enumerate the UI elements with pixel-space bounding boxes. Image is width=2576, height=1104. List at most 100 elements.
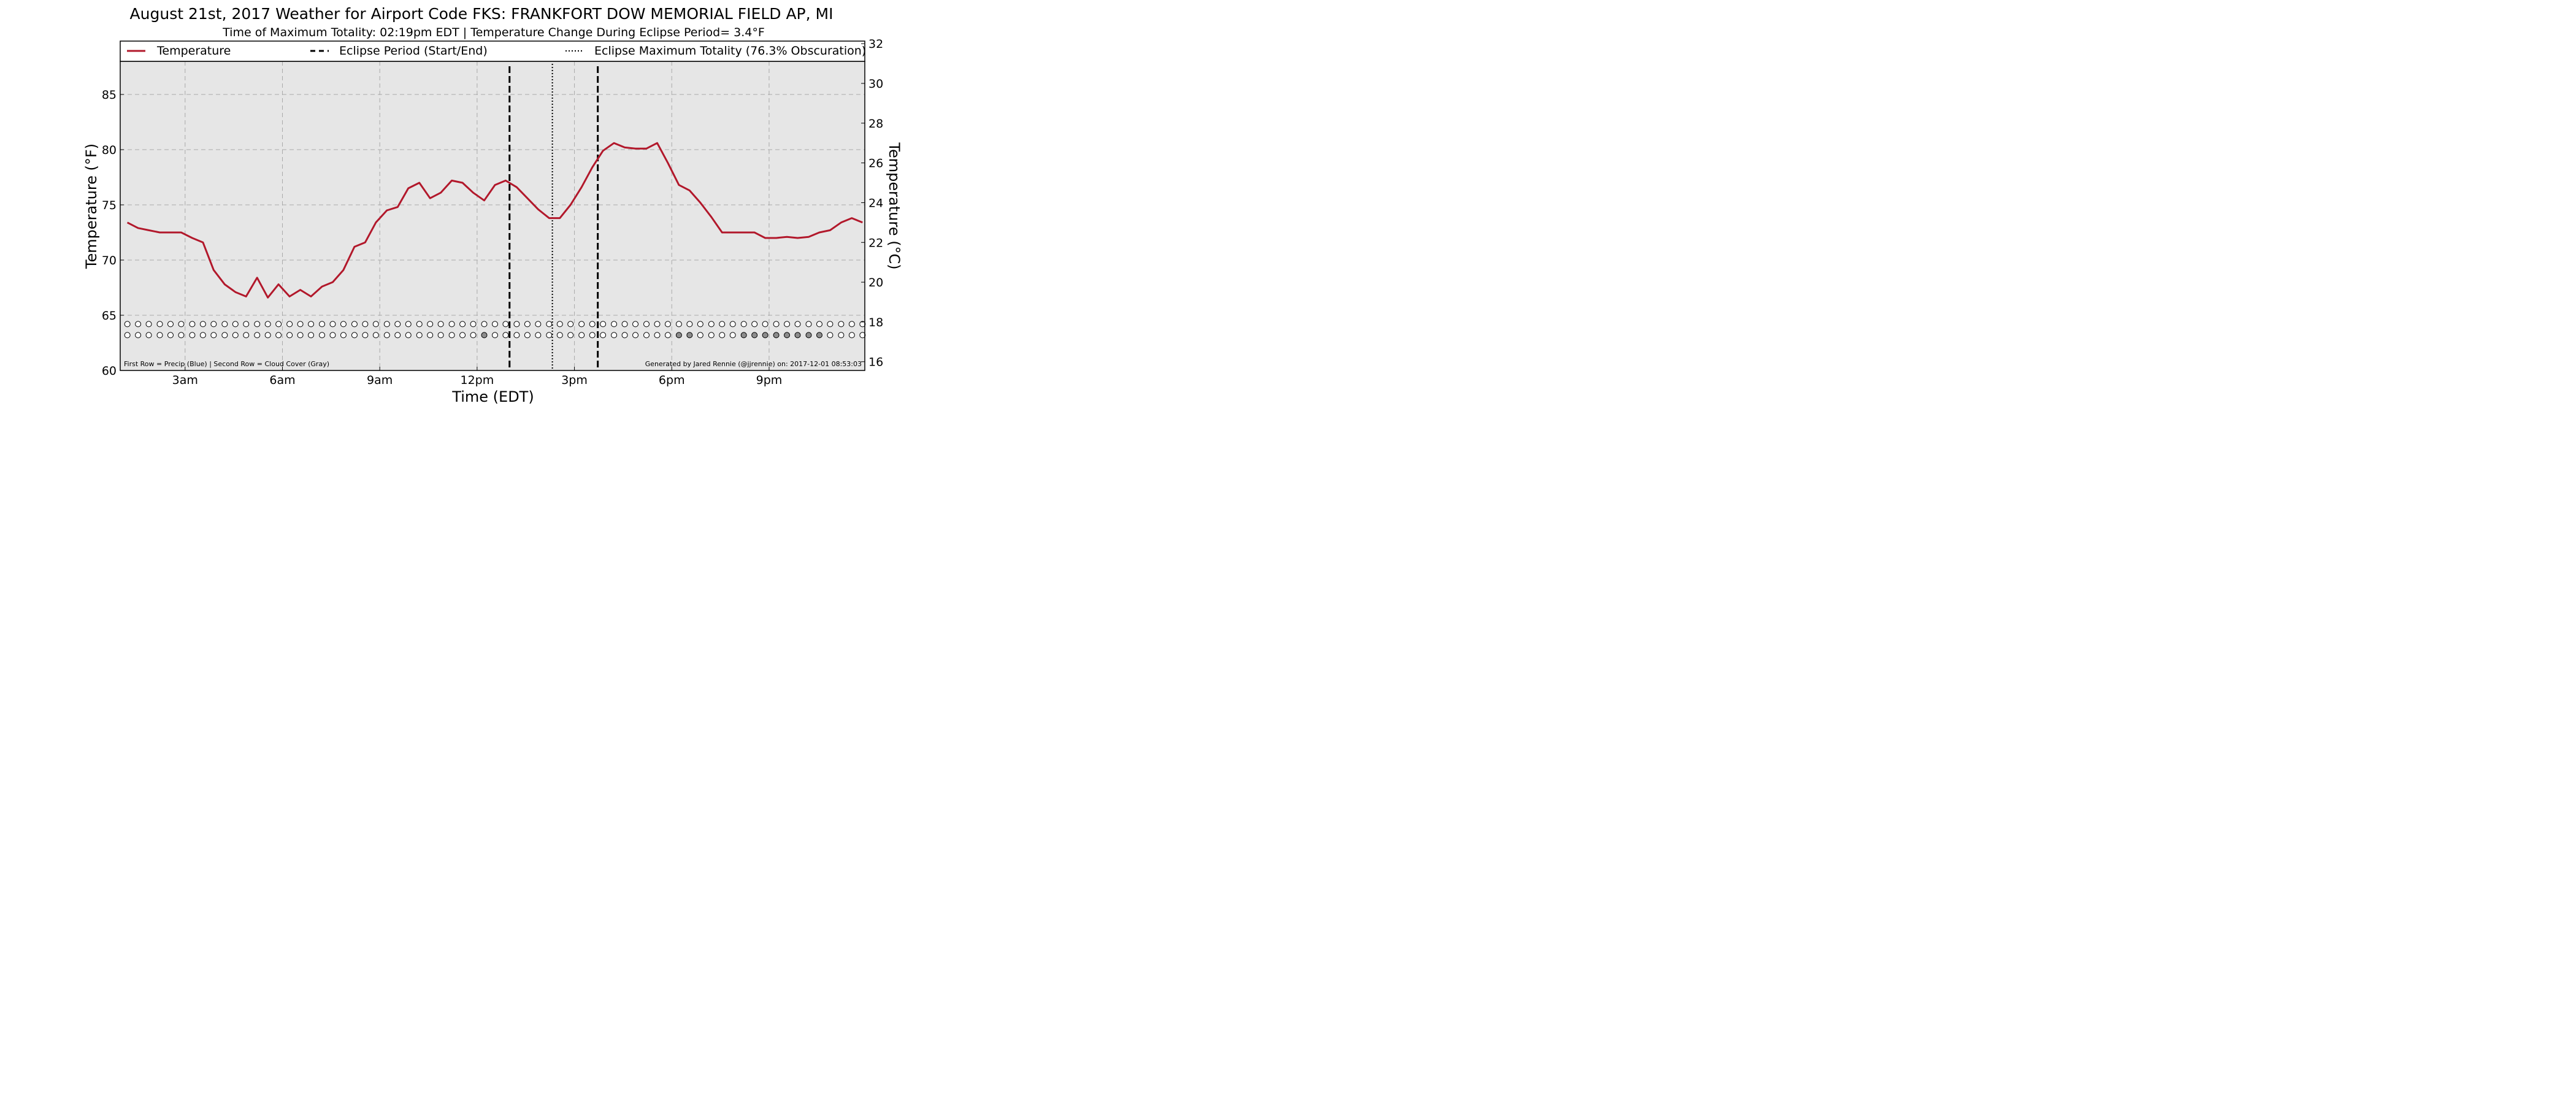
y-tick-label: 85: [102, 88, 117, 102]
cloud-cover-marker: [448, 332, 455, 339]
legend-eclipse-max-label: Eclipse Maximum Totality (76.3% Obscurat…: [594, 44, 866, 58]
precip-marker: [524, 321, 531, 328]
precip-marker: [124, 321, 131, 328]
cloud-cover-marker: [827, 332, 834, 339]
precip-marker: [297, 321, 304, 328]
x-axis-ticks: 3am 6am 9am 12pm 3pm 6pm 9pm: [172, 367, 783, 387]
precip-marker: [632, 321, 639, 328]
precip-marker: [135, 321, 142, 328]
precip-marker: [621, 321, 628, 328]
precip-marker: [697, 321, 703, 328]
precip-marker: [319, 321, 326, 328]
precip-marker: [827, 321, 834, 328]
precip-marker: [751, 321, 758, 328]
precip-marker: [740, 321, 747, 328]
y-right-tick-label: 28: [868, 117, 883, 131]
eclipse-lines: [508, 64, 599, 370]
chart-subtitle: Time of Maximum Totality: 02:19pm EDT | …: [222, 26, 765, 39]
precip-marker: [329, 321, 336, 328]
precip-marker: [156, 321, 163, 328]
chart-title: August 21st, 2017 Weather for Airport Co…: [130, 5, 834, 23]
cloud-cover-marker: [762, 332, 769, 339]
precip-marker: [567, 321, 574, 328]
precip-marker: [589, 321, 596, 328]
precip-marker: [254, 321, 261, 328]
cloud-cover-marker: [459, 332, 466, 339]
legend-temperature-label: Temperature: [156, 44, 231, 58]
y-axis-label-right: Temperature (°C): [886, 142, 903, 269]
x-tick-label: 6pm: [659, 374, 685, 387]
x-tick-label: 9am: [367, 374, 393, 387]
y-right-tick-label: 26: [868, 157, 883, 171]
cloud-cover-marker: [405, 332, 412, 339]
cloud-cover-marker: [427, 332, 434, 339]
precip-marker: [611, 321, 618, 328]
cloud-cover-marker: [308, 332, 315, 339]
eclipse-temperature-chart: August 21st, 2017 Weather for Airport Co…: [83, 5, 903, 405]
cloud-cover-marker: [275, 332, 282, 339]
footnote-left: First Row = Precip (Blue) | Second Row =…: [124, 360, 329, 368]
cloud-cover-marker: [232, 332, 239, 339]
precip-marker: [167, 321, 174, 328]
cloud-cover-marker: [362, 332, 369, 339]
cloud-cover-marker: [524, 332, 531, 339]
cloud-cover-marker: [773, 332, 780, 339]
precip-marker: [145, 321, 152, 328]
cloud-cover-marker: [221, 332, 228, 339]
precip-marker: [199, 321, 206, 328]
precip-marker: [416, 321, 423, 328]
cloud-cover-marker: [632, 332, 639, 339]
y-axis-left-ticks: 60 65 70 75 80 85: [102, 88, 124, 378]
cloud-cover-marker: [535, 332, 542, 339]
cloud-cover-marker: [416, 332, 423, 339]
cloud-cover-marker: [286, 332, 293, 339]
cloud-cover-marker: [643, 332, 650, 339]
x-axis-label: Time (EDT): [451, 388, 534, 405]
precip-marker: [189, 321, 196, 328]
cloud-cover-marker: [437, 332, 444, 339]
precip-marker: [286, 321, 293, 328]
cloud-cover-marker: [210, 332, 217, 339]
precip-marker: [859, 321, 866, 328]
y-right-tick-label: 24: [868, 196, 883, 210]
y-axis-right-ticks: 16 18 20 22 24 26 28 30 32: [861, 37, 883, 369]
cloud-cover-marker: [145, 332, 152, 339]
precip-marker: [362, 321, 369, 328]
precip-marker: [351, 321, 358, 328]
cloud-cover-marker: [751, 332, 758, 339]
precip-marker: [556, 321, 563, 328]
precip-marker: [762, 321, 769, 328]
precip-marker: [232, 321, 239, 328]
cloud-cover-marker: [329, 332, 336, 339]
cloud-cover-marker: [167, 332, 174, 339]
precip-marker: [405, 321, 412, 328]
cloud-cover-marker: [394, 332, 401, 339]
cloud-cover-marker: [848, 332, 855, 339]
temperature-series: [126, 142, 863, 299]
precip-marker: [664, 321, 671, 328]
precip-marker: [502, 321, 509, 328]
y-right-tick-label: 18: [868, 316, 883, 329]
cloud-cover-marker: [297, 332, 304, 339]
cloud-cover-marker: [794, 332, 801, 339]
legend-box: [120, 40, 865, 62]
precip-marker: [816, 321, 822, 328]
y-right-tick-label: 22: [868, 236, 883, 250]
precip-marker: [794, 321, 801, 328]
y-right-tick-label: 16: [868, 356, 883, 369]
precip-marker: [675, 321, 682, 328]
y-tick-label: 75: [102, 199, 117, 212]
precip-marker: [470, 321, 477, 328]
plot-area: [120, 61, 865, 370]
cloud-cover-marker: [816, 332, 822, 339]
cloud-cover-marker: [189, 332, 196, 339]
precip-marker: [708, 321, 715, 328]
y-right-tick-label: 20: [868, 276, 883, 289]
cloud-cover-marker: [740, 332, 747, 339]
marker-rows: [124, 321, 866, 339]
cloud-cover-marker: [383, 332, 390, 339]
x-tick-label: 9pm: [756, 374, 783, 387]
y-tick-label: 60: [102, 364, 117, 378]
cloud-cover-marker: [264, 332, 271, 339]
y-tick-label: 65: [102, 309, 117, 323]
